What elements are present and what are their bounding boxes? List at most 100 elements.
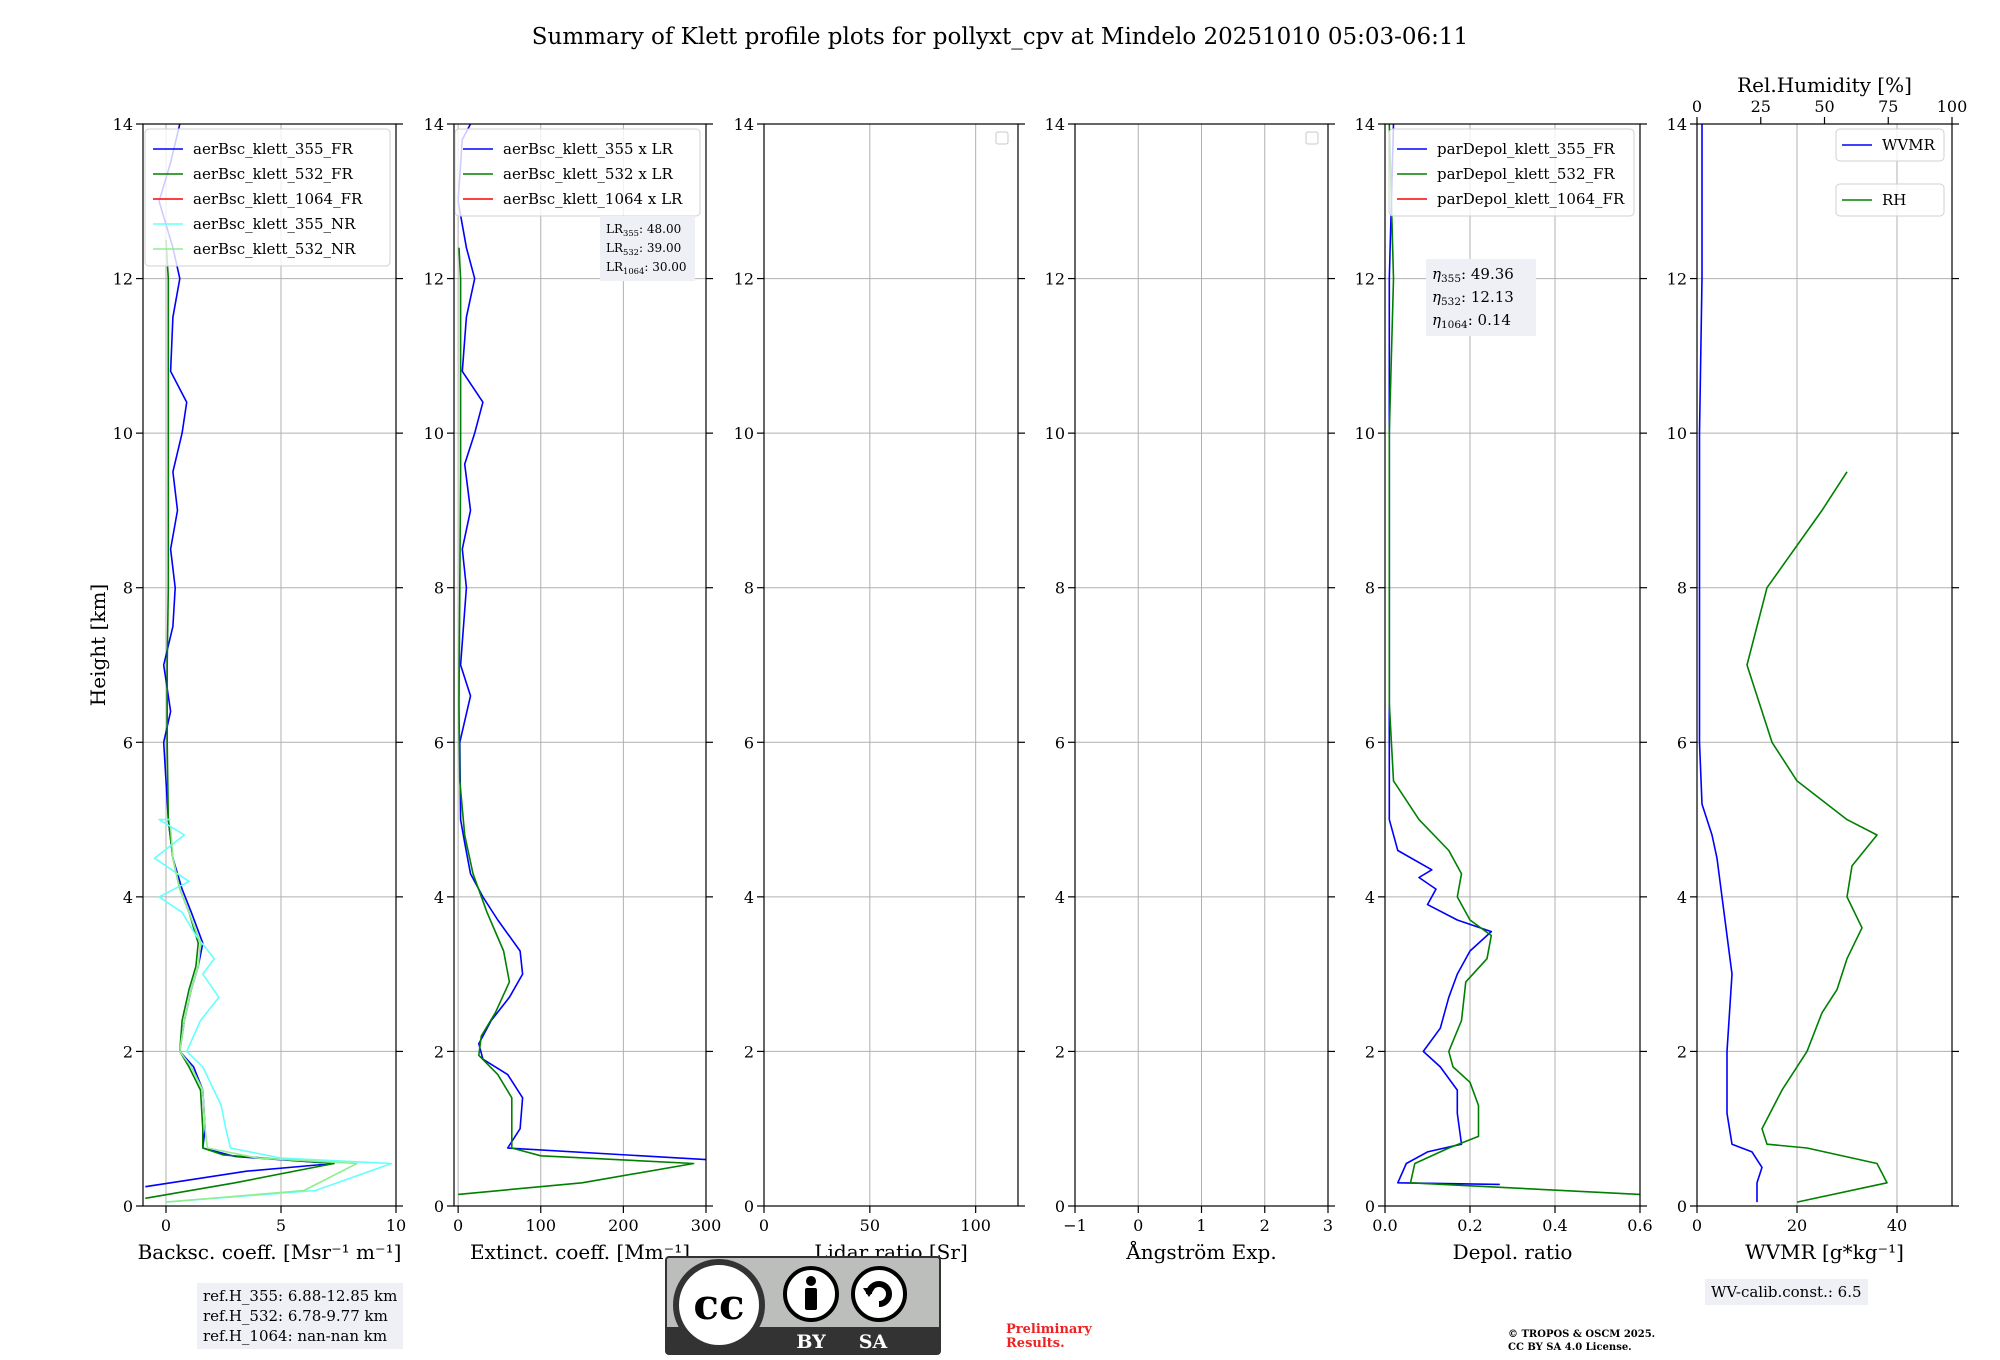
- legend-entry: aerBsc_klett_532 x LR: [503, 165, 674, 183]
- x-tick-label: 1: [1196, 1216, 1206, 1235]
- legend-entry: aerBsc_klett_355 x LR: [503, 140, 674, 158]
- y-tick-label: 14: [113, 115, 133, 134]
- axes-frame: [763, 123, 1019, 1207]
- y-tick-label: 10: [113, 424, 133, 443]
- panel-5: 0.0 0.2 0.4 0.6 0 2 4 6 8 10 12 14 Depol. ratio parDe…: [1355, 115, 1653, 1264]
- y-tick-label: 2: [1677, 1042, 1687, 1061]
- panel-6: 0 20 40 0 2 4 6 8 10 12 14 WVMR [g*kg⁻¹] 0 25 50 75 100 R…: [1667, 73, 1968, 1264]
- y-tick-label: 0: [1365, 1197, 1375, 1216]
- y-tick-label: 14: [1355, 115, 1375, 134]
- top-x-tick-label: 25: [1751, 97, 1771, 116]
- empty-legend-box: [1305, 131, 1319, 145]
- y-tick-label: 2: [744, 1042, 754, 1061]
- annotation-line: LR1064: 30.00: [606, 260, 687, 276]
- top-x-tick-label: 100: [1937, 97, 1968, 116]
- x-tick-label: 0: [161, 1216, 171, 1235]
- y-tick-label: 4: [1677, 888, 1687, 907]
- x-tick-label: 0: [1133, 1216, 1143, 1235]
- x-axis-label: Backsc. coeff. [Msr⁻¹ m⁻¹]: [138, 1240, 402, 1264]
- sa-share-alike-icon: [851, 1266, 907, 1322]
- y-tick-label: 10: [734, 424, 754, 443]
- y-tick-label: 6: [123, 733, 133, 752]
- x-tick-label: −1: [1063, 1216, 1087, 1235]
- y-tick-label: 8: [434, 579, 444, 598]
- y-tick-label: 10: [424, 424, 444, 443]
- legend-entry: parDepol_klett_355_FR: [1437, 140, 1615, 158]
- panel-2: 0 100 200 300 0 2 4 6 8 10 12 14 Extinct. coeff. [Mm…: [424, 115, 722, 1264]
- preliminary-line-1: Preliminary: [1006, 1322, 1092, 1337]
- x-tick-label: 0.0: [1372, 1216, 1397, 1235]
- x-tick-label: 0.2: [1457, 1216, 1482, 1235]
- top-x-tick-label: 75: [1878, 97, 1898, 116]
- ref-heights-box: ref.H_355: 6.88-12.85 km ref.H_532: 6.78…: [197, 1283, 404, 1349]
- y-tick-label: 0: [1677, 1197, 1687, 1216]
- legend-box: [1835, 128, 1945, 162]
- y-tick-label: 4: [1365, 888, 1375, 907]
- legend-entry: aerBsc_klett_355_NR: [193, 215, 356, 233]
- copyright-line-1: © TROPOS & OSCM 2025.: [1508, 1329, 1656, 1340]
- y-tick-label: 12: [1045, 270, 1065, 289]
- x-tick-label: 0.6: [1627, 1216, 1652, 1235]
- by-label: BY: [796, 1331, 826, 1353]
- series-group: [457, 124, 706, 1196]
- y-tick-label: 6: [1365, 733, 1375, 752]
- x-tick-label: 100: [525, 1216, 556, 1235]
- wv-calib-box: WV-calib.const.: 6.5: [1705, 1279, 1868, 1305]
- y-tick-label: 14: [1667, 115, 1687, 134]
- legend-box: [454, 128, 701, 217]
- y-tick-label: 8: [1365, 579, 1375, 598]
- legend-box: [1835, 183, 1945, 217]
- y-tick-label: 12: [1667, 270, 1687, 289]
- legend-entry: aerBsc_klett_1064 x LR: [503, 190, 683, 208]
- figure-title: Summary of Klett profile plots for polly…: [532, 24, 1468, 50]
- y-tick-label: 2: [1365, 1042, 1375, 1061]
- y-tick-label: 10: [1045, 424, 1065, 443]
- y-tick-label: 6: [1677, 733, 1687, 752]
- y-tick-label: 12: [1355, 270, 1375, 289]
- y-tick-label: 12: [734, 270, 754, 289]
- x-tick-label: 2: [1260, 1216, 1270, 1235]
- y-axis-label: Height [km]: [86, 584, 110, 706]
- axes-frame: [142, 123, 397, 1207]
- series-line-pardepol-klett-532-fr: [1388, 124, 1640, 1196]
- y-tick-label: 14: [1045, 115, 1065, 134]
- preliminary-note: Preliminary Results.: [1006, 1323, 1092, 1351]
- x-tick-label: 50: [860, 1216, 880, 1235]
- y-tick-label: 8: [1677, 579, 1687, 598]
- y-tick-label: 10: [1667, 424, 1687, 443]
- y-tick-label: 8: [744, 579, 754, 598]
- annotation-box: [1426, 259, 1536, 336]
- x-tick-label: 40: [1887, 1216, 1907, 1235]
- series-line-aerbsc-klett-532-nr: [165, 827, 358, 1203]
- top-x-axis-label: Rel.Humidity [%]: [1737, 73, 1912, 97]
- y-tick-label: 4: [1055, 888, 1065, 907]
- x-axis-label: Depol. ratio: [1453, 1240, 1573, 1264]
- x-tick-label: 0: [453, 1216, 463, 1235]
- axes-frame: [453, 123, 707, 1207]
- panel-1: 0 5 10 0 2 4 6 8 10 12 14 Backsc. coeff. [Msr⁻¹ m⁻¹…: [113, 115, 407, 1264]
- x-tick-label: 5: [276, 1216, 286, 1235]
- sa-label: SA: [859, 1331, 888, 1353]
- annotation-line: LR355: 48.00: [606, 222, 681, 238]
- by-person-icon: [783, 1266, 839, 1322]
- legend-entry: WVMR: [1882, 136, 1936, 154]
- y-tick-label: 12: [113, 270, 133, 289]
- legend-entry: aerBsc_klett_1064_FR: [193, 190, 363, 208]
- y-tick-label: 6: [744, 733, 754, 752]
- series-line-aerbsc-klett-532-fr: [145, 239, 335, 1200]
- annotation-line: η355: 49.36: [1432, 265, 1514, 285]
- ref-height-532: ref.H_532: 6.78-9.77 km: [203, 1307, 388, 1325]
- x-tick-label: 20: [1787, 1216, 1807, 1235]
- x-tick-label: 0: [759, 1216, 769, 1235]
- y-tick-label: 0: [123, 1197, 133, 1216]
- x-tick-label: 300: [691, 1216, 722, 1235]
- y-tick-label: 8: [123, 579, 133, 598]
- wv-calib-text: WV-calib.const.: 6.5: [1711, 1283, 1862, 1301]
- y-tick-label: 14: [734, 115, 754, 134]
- series-group: [145, 124, 393, 1203]
- top-x-tick-label: 0: [1692, 97, 1702, 116]
- series-line-aerbsc-klett-355-fr: [145, 124, 335, 1188]
